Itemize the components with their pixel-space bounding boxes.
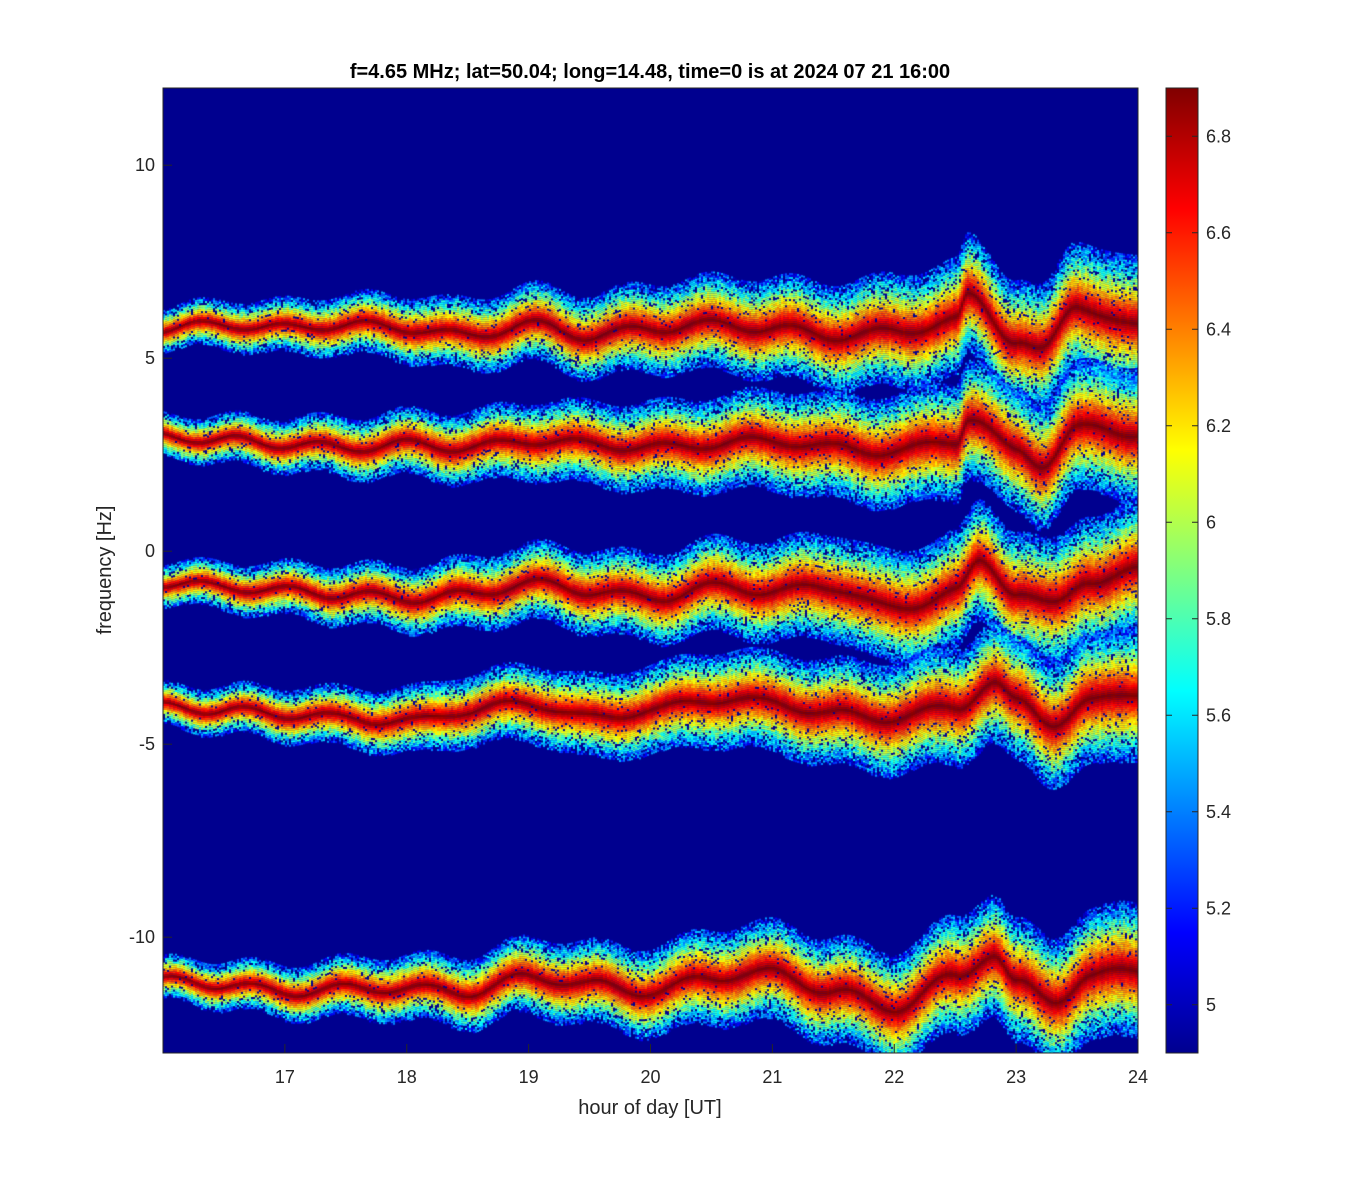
y-tick-label: 10 [135, 155, 155, 175]
colorbar-tick-label: 6 [1206, 512, 1216, 532]
x-tick-label: 20 [640, 1067, 660, 1087]
colorbar-tick-label: 5.8 [1206, 609, 1231, 629]
x-tick-label: 17 [275, 1067, 295, 1087]
colorbar [1165, 87, 1199, 1054]
y-tick-label: 0 [145, 541, 155, 561]
chart-title: f=4.65 MHz; lat=50.04; long=14.48, time=… [350, 61, 950, 83]
heatmap-canvas-wrapper [163, 88, 1138, 1053]
colorbar-ticks: 6.8 6.6 6.4 6.2 6 5.8 5.6 5.4 5.2 5 [1166, 126, 1231, 1015]
x-tick-label: 22 [884, 1067, 904, 1087]
x-axis: 17 18 19 20 21 22 23 24 [275, 1044, 1148, 1087]
x-tick-label: 19 [519, 1067, 539, 1087]
colorbar-tick-label: 6.6 [1206, 223, 1231, 243]
y-axis-label: frequency [Hz] [94, 506, 116, 635]
colorbar-tick-label: 6.8 [1206, 126, 1231, 146]
heatmap-canvas [163, 88, 1138, 1053]
y-tick-label: 5 [145, 348, 155, 368]
colorbar-tick-label: 6.4 [1206, 319, 1231, 339]
colorbar-tick-label: 5 [1206, 995, 1216, 1015]
y-tick-label: -5 [139, 734, 155, 754]
x-tick-label: 24 [1128, 1067, 1148, 1087]
y-tick-label: -10 [129, 927, 155, 947]
x-tick-label: 21 [762, 1067, 782, 1087]
colorbar-tick-label: 6.2 [1206, 416, 1231, 436]
x-axis-label: hour of day [UT] [578, 1097, 721, 1119]
colorbar-tick-label: 5.4 [1206, 802, 1231, 822]
colorbar-tick-label: 5.6 [1206, 705, 1231, 725]
colorbar-tick-label: 5.2 [1206, 898, 1231, 918]
y-axis: 10 5 0 -5 -10 [129, 155, 172, 947]
x-tick-label: 23 [1006, 1067, 1026, 1087]
x-tick-label: 18 [397, 1067, 417, 1087]
